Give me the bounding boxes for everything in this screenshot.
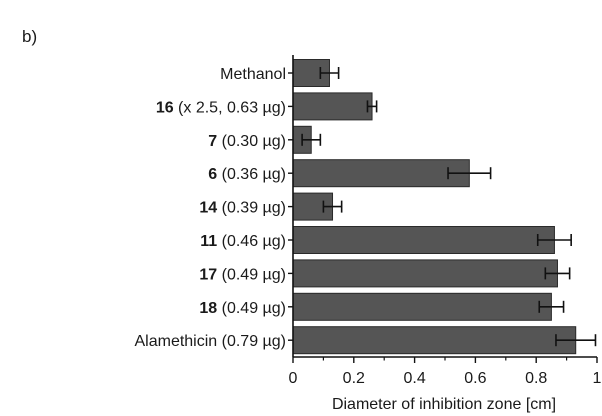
bar — [292, 159, 470, 188]
category-label: 18 (0.49 µg) — [199, 300, 286, 317]
category-label: 7 (0.30 µg) — [208, 133, 286, 150]
x-axis-title: Diameter of inhibition zone [cm] — [332, 396, 556, 413]
axes: 0 0.2 0.4 0.6 0.8 1 — [288, 55, 602, 387]
category-label-bold: 7 — [208, 133, 217, 150]
category-label-text: Alamethicin (0.79 µg) — [134, 333, 286, 350]
category-label: 16 (x 2.5, 0.63 µg) — [156, 99, 286, 116]
category-label-bold: 14 — [199, 200, 217, 217]
bar — [292, 259, 558, 288]
error-bar — [319, 67, 340, 79]
x-tick-label: 0.4 — [403, 370, 425, 387]
error-bar — [536, 234, 572, 246]
bar — [292, 92, 373, 121]
bar — [292, 292, 552, 321]
x-tick-label: 0.6 — [464, 370, 486, 387]
error-bar — [301, 133, 322, 146]
category-label: Alamethicin (0.79 µg) — [134, 333, 286, 350]
error-bar — [544, 267, 571, 280]
x-tick-label: 0.2 — [343, 370, 365, 387]
x-tick-label: 0 — [289, 370, 298, 387]
category-label-text: (0.30 µg) — [217, 133, 286, 150]
bars-layer — [292, 59, 597, 355]
category-label-text: (0.36 µg) — [217, 166, 286, 183]
category-label-text: Methanol — [220, 66, 286, 83]
error-bar — [447, 167, 492, 180]
category-label-bold: 17 — [199, 266, 217, 283]
category-label-text: (0.49 µg) — [217, 266, 286, 283]
category-label-text: (0.49 µg) — [217, 300, 286, 317]
category-label-bold: 18 — [199, 300, 217, 317]
bar — [292, 226, 555, 254]
category-label-text: (x 2.5, 0.63 µg) — [174, 99, 286, 116]
category-label-text: (0.46 µg) — [217, 233, 286, 250]
error-bar — [322, 200, 343, 213]
error-bar — [538, 300, 565, 313]
category-label: 17 (0.49 µg) — [199, 266, 286, 283]
category-label: 11 (0.46 µg) — [200, 233, 286, 250]
category-label-bold: 6 — [208, 166, 217, 183]
x-tick-label: 1 — [593, 370, 602, 387]
category-label-bold: 16 — [156, 99, 174, 116]
category-label-text: (0.39 µg) — [217, 200, 286, 217]
x-tick-label: 0.8 — [525, 370, 547, 387]
error-bar — [366, 100, 378, 113]
category-label: 14 (0.39 µg) — [199, 200, 286, 217]
panel-label: b) — [22, 27, 37, 46]
error-bar — [555, 334, 597, 347]
category-label: Methanol — [220, 66, 286, 83]
category-label: 6 (0.36 µg) — [208, 166, 286, 183]
bar — [292, 326, 577, 355]
category-label-bold: 11 — [200, 233, 217, 250]
category-labels: Methanol 16 (x 2.5, 0.63 µg) 7 (0.30 µg) 6 … — [134, 66, 286, 350]
